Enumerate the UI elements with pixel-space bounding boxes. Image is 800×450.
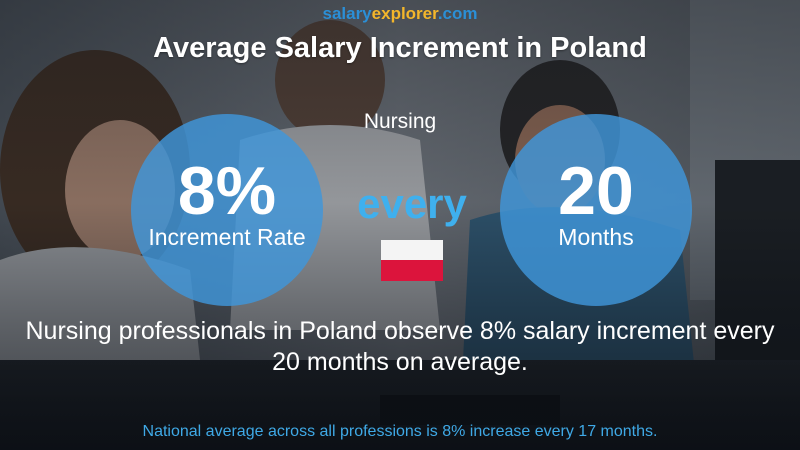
period-label: Months: [558, 224, 634, 250]
brand-part-explorer: explorer: [371, 4, 438, 23]
page-title: Average Salary Increment in Poland: [153, 32, 647, 64]
every-connector: every: [357, 180, 467, 227]
national-average-note: National average across all professions …: [142, 423, 658, 440]
description-text: Nursing professionals in Poland observe …: [25, 317, 775, 376]
brand-logo[interactable]: salaryexplorer.com: [0, 4, 800, 24]
flag-white-stripe: [381, 240, 443, 260]
increment-rate-label: Increment Rate: [148, 224, 306, 250]
period-circle: 20 Months: [500, 114, 692, 306]
period-value: 20: [558, 153, 634, 229]
increment-rate-value: 8%: [177, 153, 277, 229]
increment-rate-circle: 8% Increment Rate: [131, 114, 323, 306]
brand-part-salary: salary: [322, 4, 372, 23]
job-subtitle: Nursing: [363, 110, 437, 133]
poland-flag-icon: [381, 240, 443, 281]
flag-red-stripe: [381, 260, 443, 281]
brand-part-domain: .com: [437, 4, 478, 23]
